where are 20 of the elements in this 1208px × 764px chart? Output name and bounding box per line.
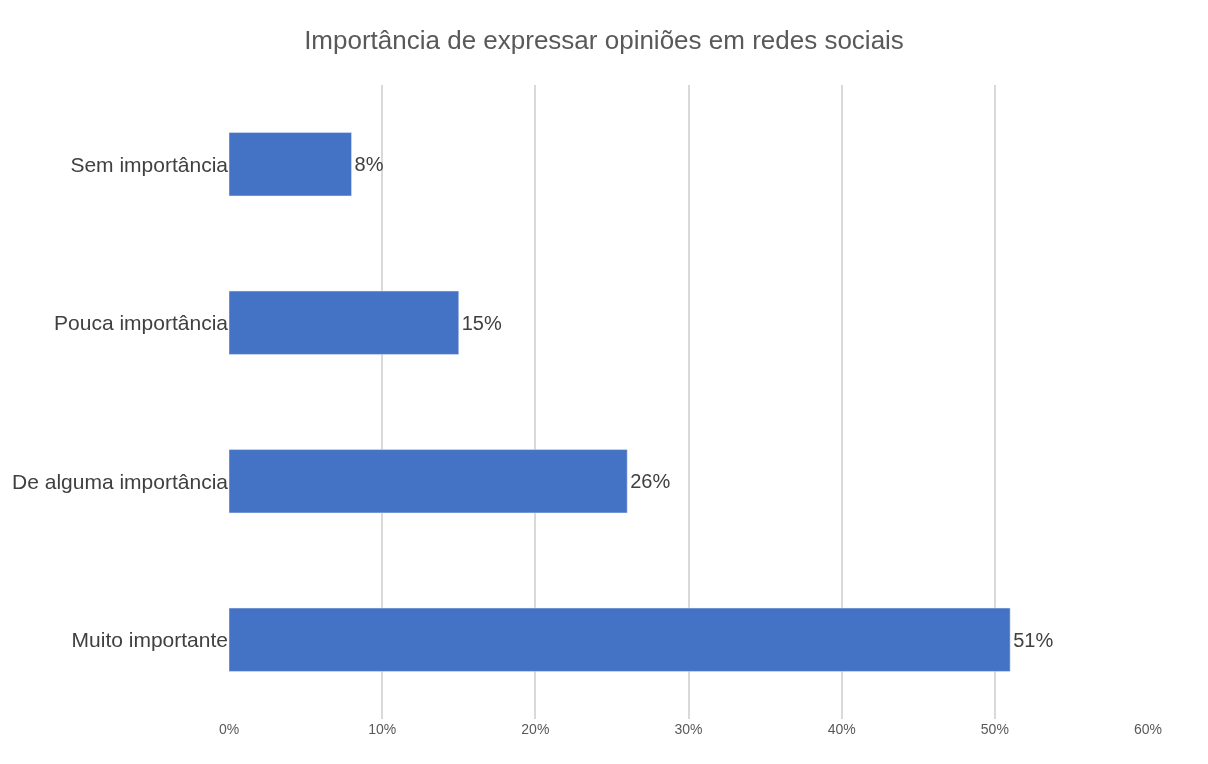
bar — [229, 132, 352, 197]
data-label: 51% — [1013, 628, 1054, 651]
bar — [229, 290, 459, 355]
x-tick-label: 50% — [980, 721, 1009, 737]
x-tick-label: 40% — [827, 721, 856, 737]
data-label: 8% — [354, 153, 384, 176]
y-tick-label: De alguma importância — [12, 469, 229, 493]
y-tick-label: Pouca importância — [54, 311, 229, 335]
x-tick-label: 0% — [218, 721, 240, 737]
data-label: 15% — [461, 311, 502, 334]
y-tick-label: Sem importância — [70, 152, 229, 176]
x-tick-label: 60% — [1133, 721, 1163, 737]
x-tick-label: 30% — [674, 721, 703, 737]
x-tick-label: 10% — [368, 721, 397, 737]
y-tick-label: Muito importante — [71, 628, 228, 652]
x-tick-label: 20% — [521, 721, 550, 737]
data-label: 26% — [630, 470, 671, 493]
chart-title: Importância de expressar opiniões em redes sociais — [304, 24, 904, 55]
bar — [229, 607, 1011, 672]
bar — [229, 449, 628, 514]
